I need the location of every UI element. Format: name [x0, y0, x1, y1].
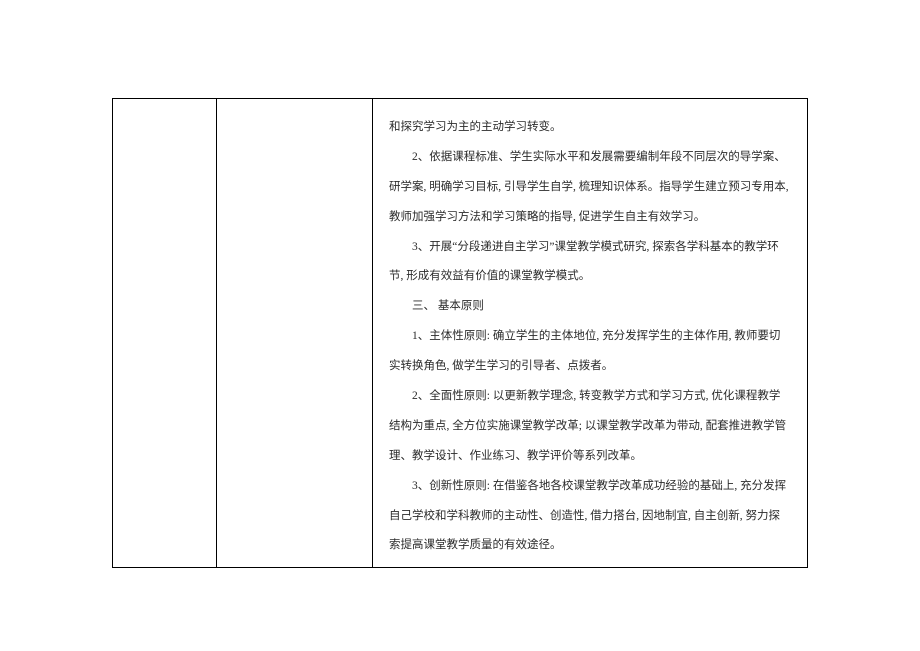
paragraph-continuation: 和探究学习为主的主动学习转变。 [389, 113, 791, 143]
principle-1: 1、主体性原则: 确立学生的主体地位, 充分发挥学生的主体作用, 教师要切实转换… [389, 322, 791, 382]
paragraph-item-2: 2、依据课程标准、学生实际水平和发展需要编制年段不同层次的导学案、研学案, 明确… [389, 143, 791, 233]
paragraph-item-3: 3、开展“分段递进自主学习”课堂教学模式研究, 探索各学科基本的教学环节, 形成… [389, 233, 791, 293]
column-1-empty [113, 99, 217, 567]
column-2-empty [217, 99, 373, 567]
column-3-content: 和探究学习为主的主动学习转变。 2、依据课程标准、学生实际水平和发展需要编制年段… [373, 99, 807, 567]
principle-2: 2、全面性原则: 以更新教学理念, 转变教学方式和学习方式, 优化课程教学结构为… [389, 382, 791, 472]
document-table: 和探究学习为主的主动学习转变。 2、依据课程标准、学生实际水平和发展需要编制年段… [112, 98, 808, 568]
heading-section-3: 三、 基本原则 [389, 292, 791, 322]
principle-4: 4、发展性原则: 课堂教学改革要在每个年级教学过程各个方面都取得实质性进展, 最… [389, 561, 791, 567]
principle-3: 3、创新性原则: 在借鉴各地各校课堂教学改革成功经验的基础上, 充分发挥自己学校… [389, 472, 791, 562]
